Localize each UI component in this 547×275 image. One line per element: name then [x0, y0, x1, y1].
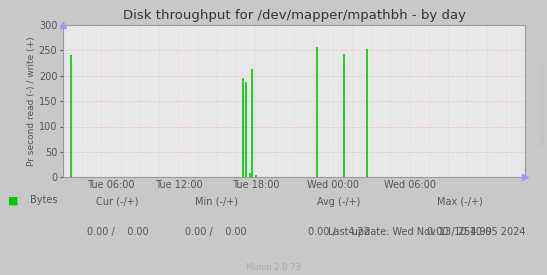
Text: Munin 2.0.73: Munin 2.0.73 [246, 263, 301, 272]
Text: 0.00 /    0.00: 0.00 / 0.00 [185, 227, 247, 237]
Text: Cur (-/+): Cur (-/+) [96, 197, 139, 207]
Text: RRDTOOL / TOBI OETIKER: RRDTOOL / TOBI OETIKER [541, 64, 546, 145]
Text: Avg (-/+): Avg (-/+) [317, 197, 361, 207]
Title: Disk throughput for /dev/mapper/mpathbh - by day: Disk throughput for /dev/mapper/mpathbh … [123, 9, 465, 22]
Text: Bytes: Bytes [30, 195, 57, 205]
Text: ■: ■ [8, 195, 19, 205]
Y-axis label: Pr second read (-) / write (+): Pr second read (-) / write (+) [27, 36, 36, 166]
Text: Max (-/+): Max (-/+) [437, 197, 482, 207]
Text: 0.00 /    0.00: 0.00 / 0.00 [87, 227, 148, 237]
Text: Last update: Wed Nov 13 10:10:05 2024: Last update: Wed Nov 13 10:10:05 2024 [328, 227, 525, 237]
Text: 0.00 /    4.22: 0.00 / 4.22 [308, 227, 370, 237]
Text: 0.00 / 254.99: 0.00 / 254.99 [427, 227, 492, 237]
Text: Min (-/+): Min (-/+) [195, 197, 237, 207]
